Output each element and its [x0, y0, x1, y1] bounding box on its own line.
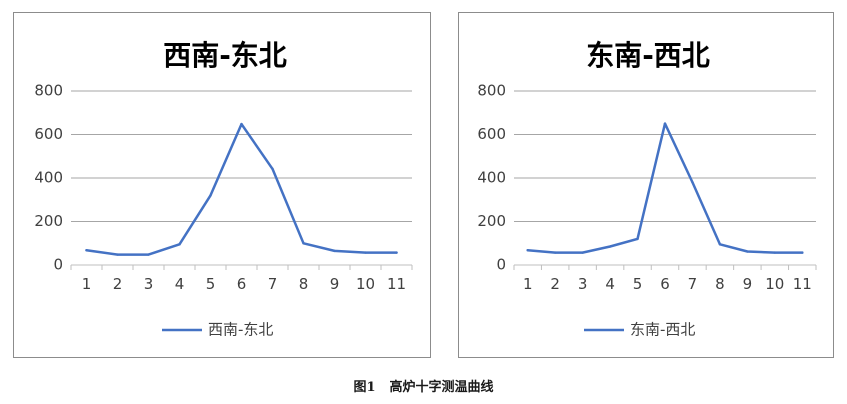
x-tick-label: 7 [268, 275, 278, 293]
data-point [581, 251, 584, 254]
chart-svg-right: 东南-西北 0 200 400 600 800 1 2 3 4 5 6 7 8 9 10 11 东南-西北 [477, 39, 817, 339]
x-tick-label: 5 [206, 275, 216, 293]
x-tick-label: 1 [523, 275, 533, 293]
data-point [718, 243, 722, 246]
data-point [636, 237, 639, 241]
x-tick-label: 7 [688, 275, 698, 293]
x-tick-label: 8 [715, 275, 725, 293]
figure-caption-text: 高炉十字测温曲线 [389, 380, 494, 395]
data-point [553, 251, 557, 254]
data-point [302, 242, 305, 245]
data-point [209, 194, 212, 197]
y-tick-label: 200 [34, 212, 63, 230]
figure-caption: 图1 高炉十字测温曲线 [0, 376, 847, 395]
data-point [85, 249, 88, 252]
data-point [116, 253, 119, 256]
y-tick-label: 800 [477, 82, 506, 100]
data-point [663, 122, 667, 125]
x-tick-label: 11 [387, 275, 406, 293]
x-tick-label: 11 [793, 275, 812, 293]
data-point [364, 251, 367, 254]
y-tick-label: 800 [34, 82, 63, 100]
x-tick-label: 9 [330, 275, 340, 293]
data-point [395, 251, 398, 254]
legend-label: 东南-西北 [630, 321, 695, 339]
x-tick-label: 3 [578, 275, 588, 293]
x-tick-label: 1 [82, 275, 92, 293]
y-tick-label: 0 [53, 256, 63, 274]
chart-panel-left: 西南-东北 0 200 400 600 800 1 2 3 4 5 6 7 8 9 10 11 西南-东北 [13, 12, 431, 358]
y-tick-label: 600 [477, 125, 506, 143]
chart-svg-left: 西南-东北 0 200 400 600 800 1 2 3 4 5 6 7 8 9 10 11 西南-东北 [34, 39, 413, 339]
x-tick-label: 10 [356, 275, 375, 293]
legend-label: 西南-东北 [208, 321, 273, 339]
series-line [526, 122, 804, 254]
y-tick-label: 0 [496, 256, 506, 274]
data-point [240, 122, 243, 126]
chart-title: 西南-东北 [163, 39, 287, 72]
chart-panel-right: 东南-西北 0 200 400 600 800 1 2 3 4 5 6 7 8 9 10 11 东南-西北 [458, 12, 834, 358]
x-tick-label: 10 [765, 275, 784, 293]
x-tick-label: 6 [237, 275, 247, 293]
x-tick-label: 3 [144, 275, 154, 293]
data-point [746, 250, 749, 253]
data-point [333, 249, 336, 253]
x-tick-label: 4 [605, 275, 615, 293]
x-tick-label: 2 [113, 275, 123, 293]
data-point [773, 251, 777, 254]
chart-title: 东南-西北 [586, 39, 710, 72]
series-line [85, 122, 398, 256]
x-tick-label: 6 [660, 275, 670, 293]
y-tick-label: 400 [34, 169, 63, 187]
x-tick-label: 5 [633, 275, 643, 293]
y-tick-label: 400 [477, 169, 506, 187]
data-point [147, 253, 150, 256]
data-point [691, 181, 694, 184]
figure-number: 图1 [353, 380, 376, 395]
data-point [608, 245, 612, 248]
x-tick-label: 2 [550, 275, 560, 293]
x-tick-label: 8 [299, 275, 309, 293]
data-point [271, 167, 274, 171]
data-point [178, 243, 181, 246]
data-point [801, 251, 804, 254]
data-point [526, 249, 529, 252]
x-tick-label: 9 [743, 275, 753, 293]
y-tick-label: 200 [477, 212, 506, 230]
x-tick-label: 4 [175, 275, 185, 293]
y-tick-label: 600 [34, 125, 63, 143]
